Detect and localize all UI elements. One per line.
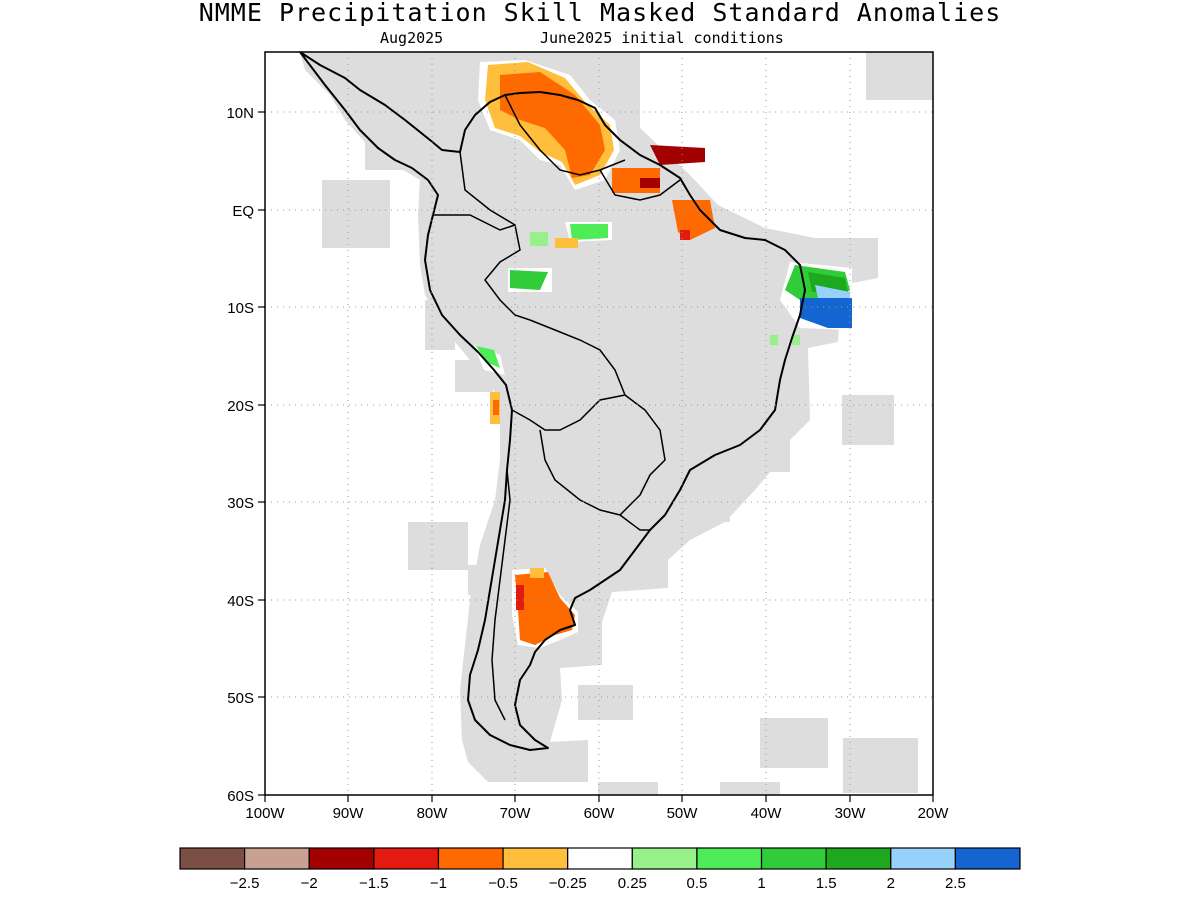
colorbar-swatch <box>373 847 440 870</box>
anomaly-regions <box>474 60 852 648</box>
colorbar-swatch <box>308 847 375 870</box>
lon-label-80w: 80W <box>417 805 449 822</box>
colorbar-swatch <box>760 847 827 870</box>
lat-label-eq: EQ <box>232 203 254 220</box>
lat-label-30s: 30S <box>227 495 254 512</box>
latitude-labels: 10N EQ 10S 20S 30S 40S 50S 60S <box>226 105 254 805</box>
target-month-label: Aug2025 <box>380 29 444 47</box>
lon-label-100w: 100W <box>245 805 285 822</box>
colorbar-label: −1 <box>430 875 447 892</box>
colorbar-label: −2 <box>301 875 318 892</box>
lon-label-90w: 90W <box>333 805 365 822</box>
colorbar-swatch <box>437 847 504 870</box>
colorbar-swatch <box>696 847 763 870</box>
colorbar-label: −1.5 <box>359 875 389 892</box>
colorbar: −2.5 −2 −1.5 −1 −0.5 −0.25 0.25 0.5 1 1.5 2 2.5 <box>179 847 1021 892</box>
colorbar-swatch <box>502 847 569 870</box>
colorbar-swatch <box>825 847 892 870</box>
colorbar-label: 1 <box>757 875 765 892</box>
lat-label-60s: 60S <box>227 788 254 805</box>
colorbar-swatch <box>244 847 310 870</box>
lat-label-40s: 40S <box>227 593 254 610</box>
colorbar-swatch <box>567 847 633 870</box>
colorbar-label: 2 <box>887 875 895 892</box>
lon-label-60w: 60W <box>584 805 616 822</box>
lon-label-30w: 30W <box>835 805 867 822</box>
lon-label-20w: 20W <box>918 805 950 822</box>
colorbar-swatch <box>631 847 698 870</box>
colorbar-label: −0.25 <box>549 875 587 892</box>
lat-label-20s: 20S <box>227 398 254 415</box>
coastlines <box>299 52 806 751</box>
colorbar-label: 0.5 <box>686 875 707 892</box>
country-borders <box>433 94 681 721</box>
axis-ticks <box>258 111 934 802</box>
colorbar-swatch <box>954 847 1021 870</box>
lon-label-70w: 70W <box>500 805 532 822</box>
colorbar-label: 0.25 <box>618 875 647 892</box>
lon-label-50w: 50W <box>667 805 699 822</box>
init-conditions-label: June2025 initial conditions <box>540 29 784 47</box>
colorbar-swatch <box>890 847 956 870</box>
colorbar-label: 2.5 <box>945 875 966 892</box>
lat-label-10n: 10N <box>226 105 254 122</box>
longitude-labels: 100W 90W 80W 70W 60W 50W 40W 30W 20W <box>245 805 949 822</box>
lat-label-50s: 50S <box>227 690 254 707</box>
colorbar-label: 1.5 <box>816 875 837 892</box>
map-title: NMME Precipitation Skill Masked Standard… <box>198 0 1002 27</box>
lon-label-40w: 40W <box>751 805 783 822</box>
lat-label-10s: 10S <box>227 300 254 317</box>
colorbar-swatch <box>179 847 246 870</box>
colorbar-label: −2.5 <box>230 875 260 892</box>
colorbar-label: −0.5 <box>488 875 518 892</box>
